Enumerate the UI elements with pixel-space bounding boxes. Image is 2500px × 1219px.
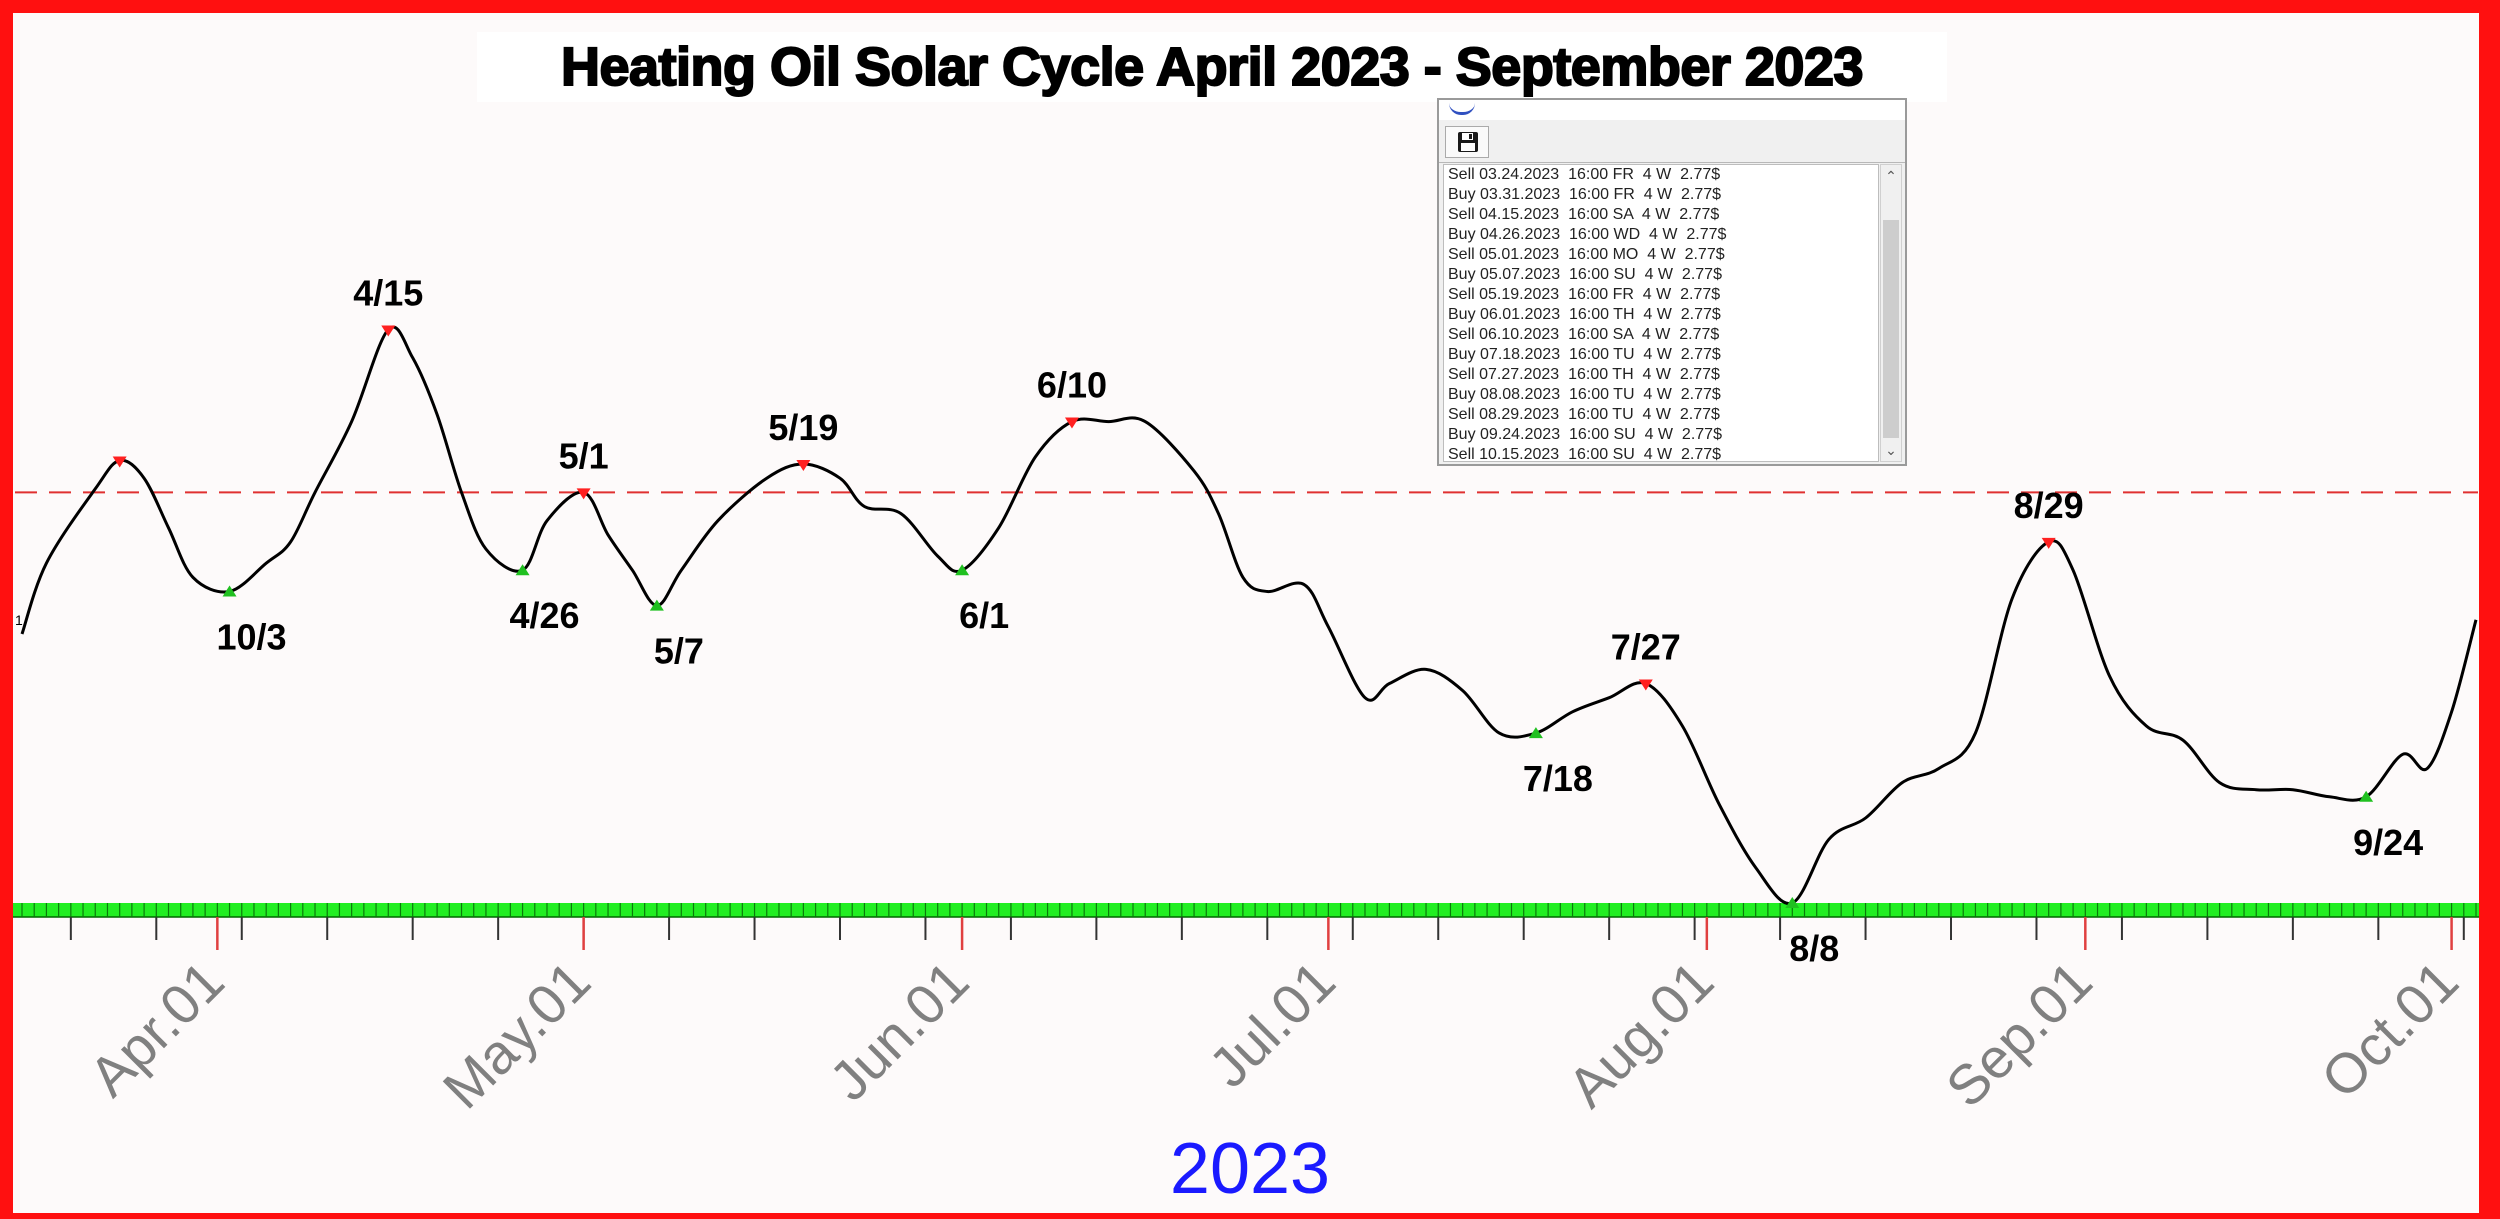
signal-row[interactable]: Buy 05.07.2023 16:00 SU 4 W 2.77$ (1448, 266, 1722, 283)
turning-point-label: 5/19 (768, 407, 838, 448)
panel-header-icon (1449, 102, 1475, 115)
signal-row[interactable]: Buy 08.08.2023 16:00 TU 4 W 2.77$ (1448, 386, 1721, 403)
buy-marker (2359, 790, 2374, 802)
x-axis-ticks (69, 917, 2465, 950)
signal-row[interactable]: Buy 09.24.2023 16:00 SU 4 W 2.77$ (1448, 426, 1722, 443)
buy-marker (1528, 727, 1543, 739)
month-label: May.01 (431, 949, 602, 1120)
y-marker: 1 (15, 612, 23, 628)
buy-marker (955, 564, 970, 576)
month-label: Jul.01 (1197, 949, 1347, 1099)
signal-row[interactable]: Sell 03.24.2023 16:00 FR 4 W 2.77$ (1448, 166, 1721, 183)
sell-marker (112, 456, 127, 468)
turning-point-labels: 10/3 4/15 4/26 5/1 5/7 5/19 6/1 6/10 7/18 7/27 8/8… (217, 273, 2424, 969)
turning-point-label: 6/10 (1037, 365, 1107, 406)
sell-marker (381, 325, 396, 337)
panel-header (1439, 100, 1905, 121)
turning-point-label: 7/27 (1611, 627, 1681, 668)
signal-row[interactable]: Buy 03.31.2023 16:00 FR 4 W 2.77$ (1448, 186, 1722, 203)
sell-marker (1638, 679, 1653, 691)
cycle-line (20, 325, 2478, 905)
buy-marker (222, 585, 237, 597)
turning-point-label: 6/1 (959, 595, 1009, 636)
scroll-thumb[interactable] (1883, 220, 1899, 438)
scroll-up-icon[interactable]: ⌃ (1885, 168, 1897, 184)
month-label: Aug.01 (1555, 949, 1725, 1119)
signal-row[interactable]: Sell 05.19.2023 16:00 FR 4 W 2.77$ (1448, 286, 1721, 303)
signal-row[interactable]: Sell 07.27.2023 16:00 TH 4 W 2.77$ (1448, 366, 1720, 383)
signal-row[interactable]: Sell 05.01.2023 16:00 MO 4 W 2.77$ (1448, 246, 1725, 263)
cycle-curve-layer (20, 325, 2478, 905)
sell-marker (2041, 537, 2056, 549)
turning-point-label: 10/3 (217, 616, 287, 657)
save-button[interactable] (1445, 126, 1489, 158)
sell-marker (1064, 417, 1079, 429)
panel-toolbar (1439, 120, 1905, 163)
turning-point-label: 5/7 (654, 631, 704, 672)
turning-point-label: 8/29 (2014, 485, 2084, 526)
month-label: Apr.01 (77, 949, 236, 1108)
signals-scrollbar[interactable]: ⌃ ⌄ (1880, 164, 1902, 462)
chart-area (13, 13, 2479, 1213)
chart-title: Heating Oil Solar Cycle April 2023 - Sep… (560, 36, 1865, 98)
x-axis-labels: Apr.01 May.01 Jun.01 Jul.01 Aug.01 Sep.01 Oct.… (77, 949, 2470, 1120)
month-label: Jun.01 (817, 949, 980, 1112)
month-label: Sep.01 (1934, 949, 2104, 1119)
sell-marker (576, 488, 591, 500)
buy-marker (515, 564, 530, 576)
buy-marker (1785, 897, 1800, 908)
x-axis-band (13, 903, 2479, 918)
signals-list[interactable]: Sell 03.24.2023 16:00 FR 4 W 2.77$ Buy 03… (1443, 164, 1879, 462)
turning-point-label: 7/18 (1523, 758, 1593, 799)
floppy-disk-icon (1458, 132, 1478, 152)
signal-row[interactable]: Buy 07.18.2023 16:00 TU 4 W 2.77$ (1448, 346, 1721, 363)
turning-point-label: 5/1 (559, 435, 609, 476)
signal-row[interactable]: Sell 04.15.2023 16:00 SA 4 W 2.77$ (1448, 206, 1720, 223)
month-label: Oct.01 (2309, 949, 2470, 1110)
turning-point-label: 8/8 (1789, 928, 1839, 969)
buy-marker (649, 599, 664, 611)
title-box: Heating Oil Solar Cycle April 2023 - Sep… (477, 32, 1947, 102)
axis-band (13, 903, 2479, 917)
turning-point-markers (112, 325, 2374, 908)
sell-marker (796, 460, 811, 472)
signal-row[interactable]: Buy 04.26.2023 16:00 WD 4 W 2.77$ (1448, 226, 1727, 243)
year-label: 2023 (1169, 1129, 1331, 1209)
turning-point-label: 4/26 (510, 595, 580, 636)
turning-point-label: 9/24 (2353, 822, 2423, 863)
signal-row[interactable]: Sell 08.29.2023 16:00 TU 4 W 2.77$ (1448, 406, 1720, 423)
signal-row[interactable]: Buy 06.01.2023 16:00 TH 4 W 2.77$ (1448, 306, 1721, 323)
turning-point-label: 4/15 (353, 273, 423, 314)
scroll-down-icon[interactable]: ⌄ (1885, 442, 1897, 458)
signal-row[interactable]: Sell 10.15.2023 16:00 SU 4 W 2.77$ (1448, 446, 1722, 462)
signal-row[interactable]: Sell 06.10.2023 16:00 SA 4 W 2.77$ (1448, 326, 1720, 343)
signals-panel: Sell 03.24.2023 16:00 FR 4 W 2.77$ Buy 03… (1437, 98, 1907, 466)
